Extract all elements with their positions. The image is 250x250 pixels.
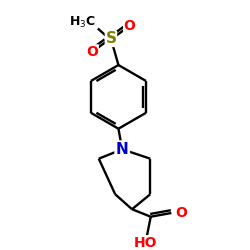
Text: N: N xyxy=(116,142,128,157)
Text: O: O xyxy=(124,19,136,33)
Text: O: O xyxy=(86,45,98,59)
Text: HO: HO xyxy=(134,236,157,250)
Text: S: S xyxy=(106,31,117,46)
Text: O: O xyxy=(175,206,187,220)
Text: H$_3$C: H$_3$C xyxy=(70,14,96,30)
